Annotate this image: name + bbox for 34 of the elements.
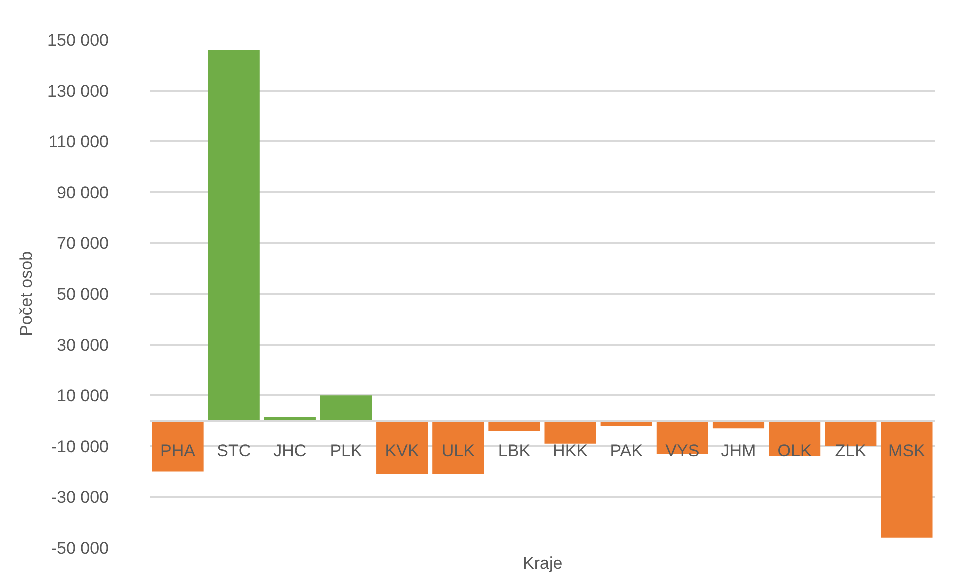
x-tick-label: LBK bbox=[498, 441, 532, 460]
x-tick-label: ZLK bbox=[835, 441, 868, 460]
bar bbox=[208, 50, 260, 421]
y-tick-label: 50 000 bbox=[57, 284, 109, 304]
bar bbox=[825, 421, 877, 446]
x-tick-label: JHM bbox=[721, 441, 756, 460]
x-tick-label: PLK bbox=[330, 441, 363, 460]
y-tick-label: 70 000 bbox=[57, 234, 109, 254]
x-tick-label: MSK bbox=[888, 441, 926, 460]
x-tick-label: PAK bbox=[610, 441, 644, 460]
x-tick-label: KVK bbox=[385, 441, 420, 460]
y-tick-label: 150 000 bbox=[48, 30, 109, 50]
y-tick-label: 110 000 bbox=[48, 132, 109, 152]
y-axis-title: Počet osob bbox=[17, 251, 36, 337]
bar bbox=[320, 396, 372, 421]
y-tick-label: 90 000 bbox=[57, 183, 109, 202]
bar bbox=[881, 421, 933, 538]
y-tick-label: 130 000 bbox=[48, 82, 109, 101]
x-tick-label: PHA bbox=[160, 441, 196, 460]
x-tick-label: HKK bbox=[553, 441, 589, 460]
x-tick-label: JHC bbox=[274, 441, 307, 460]
x-tick-label: OLK bbox=[778, 441, 812, 460]
x-tick-label: ULK bbox=[442, 441, 476, 460]
y-tick-label: -10 000 bbox=[51, 437, 109, 456]
bar bbox=[152, 421, 204, 472]
y-tick-label: -50 000 bbox=[51, 538, 109, 558]
y-tick-label: 30 000 bbox=[57, 336, 109, 355]
y-tick-label: 10 000 bbox=[57, 386, 109, 406]
bar bbox=[376, 421, 428, 474]
bar bbox=[432, 421, 484, 474]
y-tick-label: -30 000 bbox=[51, 488, 109, 508]
x-axis-title: Kraje bbox=[523, 554, 563, 573]
bar bbox=[544, 421, 596, 444]
x-tick-label: STC bbox=[217, 441, 252, 460]
